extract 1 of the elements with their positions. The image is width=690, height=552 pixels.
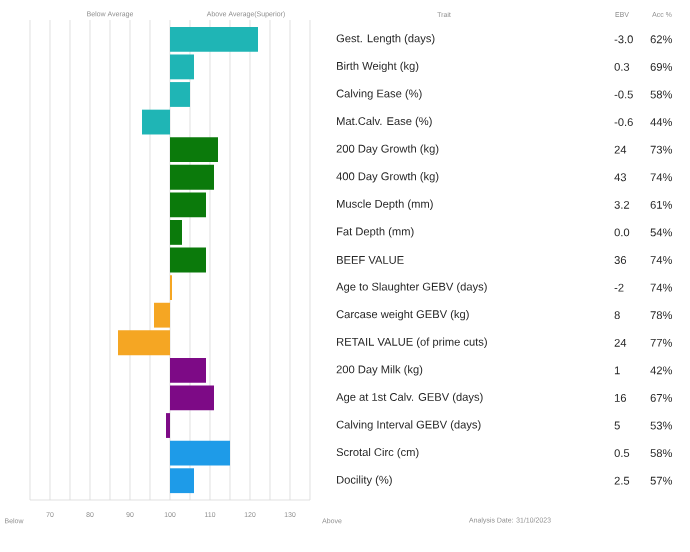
bar	[142, 109, 170, 135]
